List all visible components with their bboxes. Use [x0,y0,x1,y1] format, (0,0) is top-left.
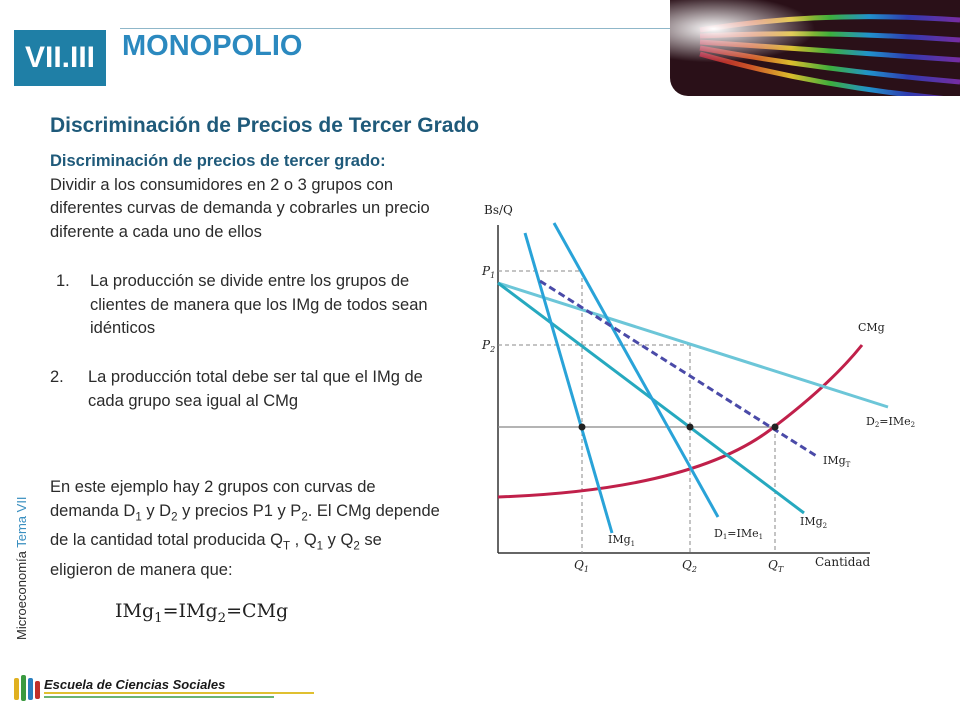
header-decorative-image [670,0,960,96]
qt-label: QT [768,558,784,574]
topic-name: Tema VII [14,496,29,548]
equilibrium-equation: IMg1=IMg2=CMg [115,600,289,626]
d1-curve [552,222,720,518]
definition-lead: Discriminación de precios de tercer grad… [50,152,386,170]
list-number: 2. [50,368,64,386]
q2-label: Q2 [682,558,697,574]
list-item-1: 1. La producción se divide entre los gru… [56,270,446,341]
list-number: 1. [56,272,70,290]
y-axis-label: Bs/Q [484,203,513,217]
d2-label: D2=IMe2 [866,415,915,429]
list-item-2: 2. La producción total debe ser tal que … [50,366,460,413]
p1-label: P1 [481,264,495,280]
definition-block: Discriminación de precios de tercer grad… [50,150,460,244]
footer-rule [44,692,314,698]
header-rule [120,28,680,29]
list-text: La producción se divide entre los grupos… [90,272,428,337]
point-qt [771,423,779,431]
img1-label: IMg1 [608,533,635,548]
p2-label: P2 [481,338,495,354]
img2-label: IMg2 [800,515,827,530]
d1-label: D1=IMe1 [714,527,763,541]
side-course-label: Microeconomía Tema VII [14,496,29,640]
example-paragraph: En este ejemplo hay 2 grupos con curvas … [50,478,440,580]
q1-label: Q1 [574,558,589,574]
imgt-label: IMgT [823,454,851,469]
img1-curve [523,232,614,534]
cmg-label: CMg [858,321,885,334]
point-q2 [686,423,694,431]
price-discrimination-diagram: Bs/Q Cantidad P1 P2 Q1 Q2 QT CMg D2=IMe2… [470,195,950,585]
cmg-curve [497,344,864,499]
school-logo-icon [12,672,42,704]
list-text: La producción total debe ser tal que el … [88,368,423,410]
page-title: MONOPOLIO [122,30,303,62]
school-name: Escuela de Ciencias Sociales [44,677,226,692]
definition-text: Dividir a los consumidores en 2 o 3 grup… [50,175,430,241]
section-subtitle: Discriminación de Precios de Tercer Grad… [50,114,480,137]
section-badge: VII.III [14,30,106,86]
x-axis-label: Cantidad [815,555,871,569]
course-name: Microeconomía [14,547,29,640]
d2-curve [497,281,889,409]
point-q1 [578,423,586,431]
